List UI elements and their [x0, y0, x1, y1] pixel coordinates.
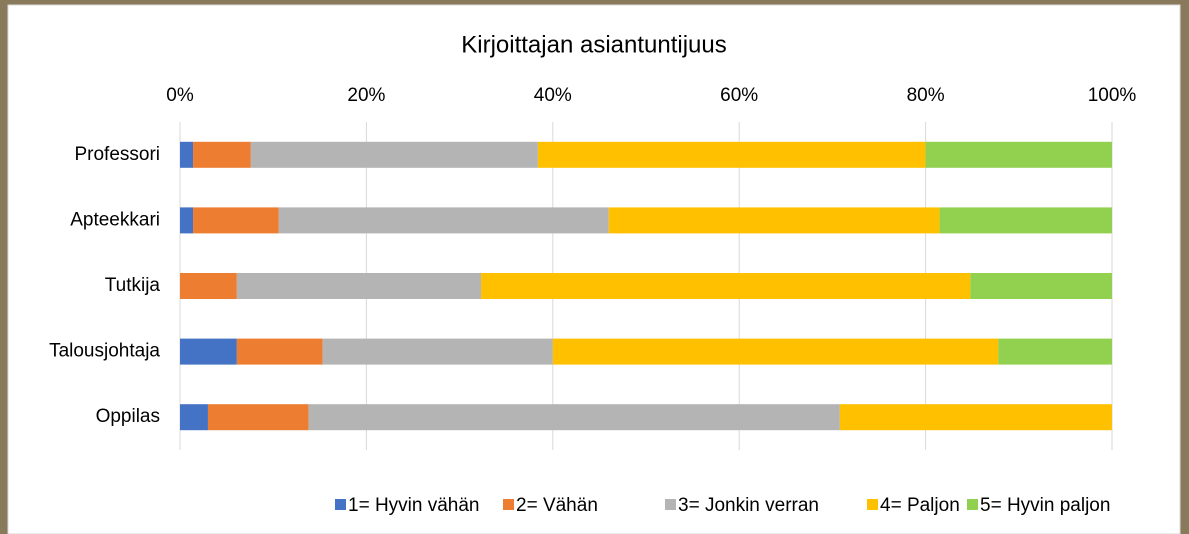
bar-segment	[193, 142, 251, 168]
y-tick-label: Professori	[74, 144, 160, 165]
chart-title: Kirjoittajan asiantuntijuus	[461, 31, 727, 58]
bar-segment	[840, 404, 1112, 430]
bar-segment	[609, 207, 940, 233]
y-tick-label: Talousjohtaja	[49, 341, 160, 362]
bar-segment	[193, 207, 279, 233]
x-tick-label: 20%	[347, 85, 385, 106]
bar-segment	[279, 207, 609, 233]
bar-segment	[208, 404, 309, 430]
legend-swatch	[665, 499, 676, 510]
legend-swatch	[335, 499, 346, 510]
x-tick-label: 40%	[534, 85, 572, 106]
legend-label: 4= Paljon	[880, 495, 960, 516]
legend-label: 1= Hyvin vähän	[348, 495, 480, 516]
chart: Kirjoittajan asiantuntijuus 0% 20% 40% 60% 8…	[0, 0, 1189, 534]
bar-segment	[251, 142, 538, 168]
legend-label: 3= Jonkin verran	[678, 495, 819, 516]
bar-segment	[553, 339, 998, 365]
legend-label: 2= Vähän	[516, 495, 598, 516]
bar-segment	[237, 339, 323, 365]
y-tick-label: Oppilas	[96, 406, 160, 427]
bar-segment	[309, 404, 840, 430]
legend-swatch	[967, 499, 978, 510]
page: {"chart_data": {"type": "bar", "orientat…	[0, 0, 1189, 534]
bar-segment	[926, 142, 1112, 168]
legend-swatch	[867, 499, 878, 510]
bar-segment	[180, 404, 208, 430]
bar-segment	[180, 142, 193, 168]
y-tick-label: Apteekkari	[70, 209, 160, 230]
x-tick-label: 0%	[166, 85, 194, 106]
bar-segment	[538, 142, 926, 168]
bar-segment	[323, 339, 553, 365]
bar-segment	[940, 207, 1112, 233]
bar-segment	[180, 339, 237, 365]
x-tick-label: 100%	[1088, 85, 1137, 106]
legend-swatch	[503, 499, 514, 510]
legend-label: 5= Hyvin paljon	[980, 495, 1110, 516]
y-tick-label: Tutkija	[105, 275, 161, 296]
x-tick-label: 80%	[907, 85, 945, 106]
bar-segment	[237, 273, 481, 299]
bar-segment	[481, 273, 970, 299]
bar-segment	[998, 339, 1112, 365]
bar-segment	[180, 207, 193, 233]
bar-segment	[970, 273, 1112, 299]
x-tick-label: 60%	[720, 85, 758, 106]
bar-segment	[180, 273, 237, 299]
